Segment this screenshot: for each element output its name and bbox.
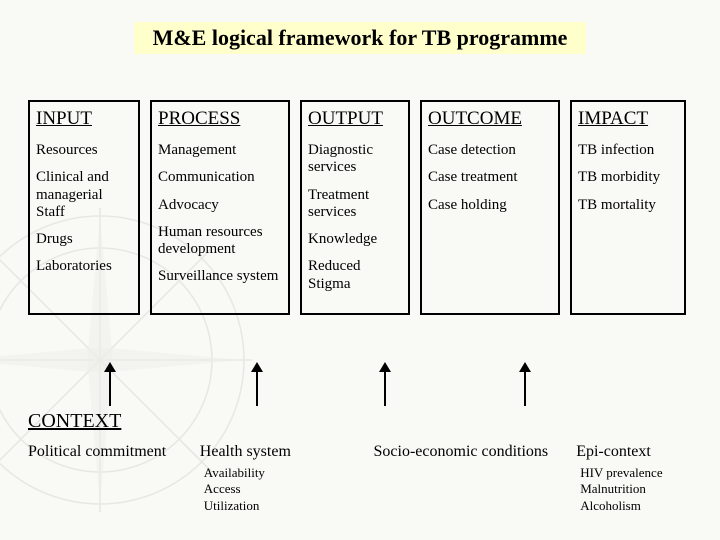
output-item: Diagnostic services: [308, 142, 402, 177]
input-item: Clinical and managerial Staff: [36, 169, 132, 221]
framework-grid: INPUT Resources Clinical and managerial …: [28, 100, 692, 315]
arrow-up-icon: [250, 362, 264, 406]
header-impact: IMPACT: [578, 108, 678, 130]
context-label: Epi-context: [576, 443, 692, 461]
context-subitem: Access: [204, 481, 374, 497]
context-label: Socio-economic conditions: [374, 443, 577, 461]
input-item: Laboratories: [36, 258, 132, 275]
header-input: INPUT: [36, 108, 132, 130]
outcome-item: Case detection: [428, 142, 552, 159]
column-impact: IMPACT TB infection TB morbidity TB mort…: [570, 100, 686, 315]
process-item: Advocacy: [158, 197, 282, 214]
context-subitem: HIV prevalence: [580, 465, 692, 481]
context-socio: Socio-economic conditions: [374, 443, 577, 514]
context-health: Health system Availability Access Utiliz…: [200, 443, 374, 514]
column-output: OUTPUT Diagnostic services Treatment ser…: [300, 100, 410, 315]
input-item: Resources: [36, 142, 132, 159]
column-outcome: OUTCOME Case detection Case treatment Ca…: [420, 100, 560, 315]
context-section: CONTEXT Political commitment Health syst…: [28, 410, 692, 514]
process-item: Human resources development: [158, 224, 282, 259]
outcome-item: Case treatment: [428, 169, 552, 186]
context-heading: CONTEXT: [28, 410, 692, 433]
arrow-up-icon: [103, 362, 117, 406]
header-process: PROCESS: [158, 108, 282, 130]
context-political: Political commitment: [28, 443, 200, 514]
context-epi: Epi-context HIV prevalence Malnutrition …: [576, 443, 692, 514]
context-subitem: Utilization: [204, 498, 374, 514]
page-title: M&E logical framework for TB programme: [134, 22, 586, 54]
impact-item: TB mortality: [578, 197, 678, 214]
arrow-up-icon: [378, 362, 392, 406]
header-output: OUTPUT: [308, 108, 402, 130]
process-item: Surveillance system: [158, 268, 282, 285]
output-item: Reduced Stigma: [308, 258, 402, 293]
outcome-item: Case holding: [428, 197, 552, 214]
process-item: Management: [158, 142, 282, 159]
context-subitem: Availability: [204, 465, 374, 481]
context-subitem: Malnutrition: [580, 481, 692, 497]
context-label: Health system: [200, 443, 374, 461]
input-item: Drugs: [36, 231, 132, 248]
column-process: PROCESS Management Communication Advocac…: [150, 100, 290, 315]
process-item: Communication: [158, 169, 282, 186]
context-label: Political commitment: [28, 443, 200, 461]
impact-item: TB infection: [578, 142, 678, 159]
column-input: INPUT Resources Clinical and managerial …: [28, 100, 140, 315]
impact-item: TB morbidity: [578, 169, 678, 186]
output-item: Knowledge: [308, 231, 402, 248]
context-subitem: Alcoholism: [580, 498, 692, 514]
header-outcome: OUTCOME: [428, 108, 552, 130]
output-item: Treatment services: [308, 187, 402, 222]
arrow-up-icon: [518, 362, 532, 406]
